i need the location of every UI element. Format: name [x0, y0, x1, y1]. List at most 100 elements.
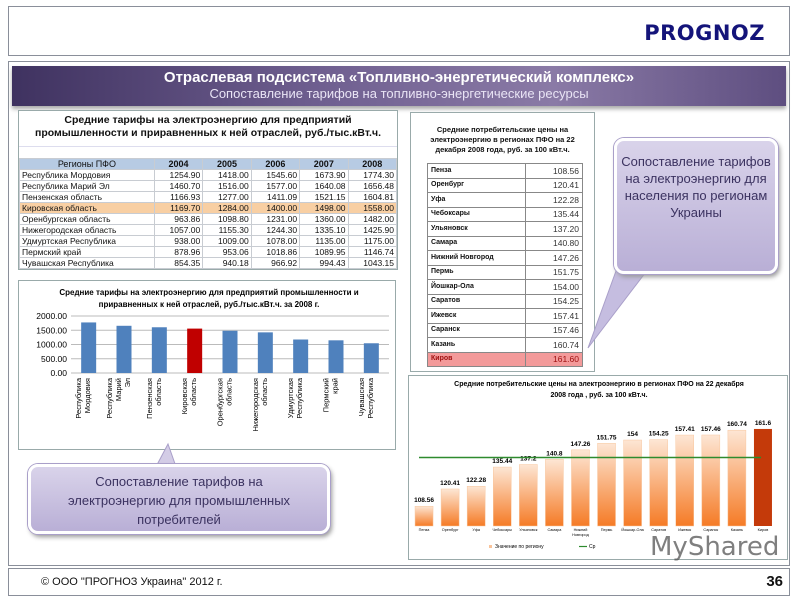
table-cell: 1482.00	[347, 213, 398, 225]
table-row: Киров 161.60	[427, 351, 584, 367]
column-header: 2006	[250, 158, 301, 170]
chart-title: 2008 года , руб. за 100 кВт.ч.	[550, 391, 647, 399]
bar	[545, 459, 564, 527]
table-cell: 1411.09	[250, 191, 301, 203]
table-row: Пермский край 878.96 953.06 1018.86 1089.95 1…	[19, 246, 398, 258]
prognoz-logo: PROGNOZ	[644, 21, 765, 45]
city-cell: Саратов	[427, 293, 526, 309]
x-tick-label: Нижний	[574, 528, 588, 532]
city-cell: Казань	[427, 337, 526, 353]
table-cell: 1057.00	[153, 224, 204, 236]
bar	[151, 327, 167, 373]
data-label: 135.44	[492, 458, 512, 465]
table-row: Чувашская Республика 854.35 940.18 966.92 99…	[19, 257, 398, 269]
x-tick-label: Марий	[114, 378, 123, 401]
table-row: Пензенская область 1166.93 1277.00 1411.09 1…	[19, 191, 398, 203]
table-cell: 1656.48	[347, 180, 398, 192]
bar	[328, 340, 344, 373]
table-cell: 1516.00	[202, 180, 252, 192]
data-label: 120.41	[440, 480, 460, 487]
x-tick-label: Оренбургская	[216, 378, 225, 426]
table-cell: 854.35	[153, 257, 204, 269]
table-cell: 1774.30	[347, 169, 398, 181]
x-tick-label: Йошкар-Ола	[621, 528, 644, 532]
bar	[493, 466, 512, 527]
x-tick-label: Самара	[547, 528, 562, 532]
footer: © ООО "ПРОГНОЗ Украина" 2012 г. 36	[8, 568, 790, 596]
table-row: Самара 140.80	[427, 235, 584, 251]
table-cell: Удмуртская Республика	[19, 235, 155, 247]
x-tick-label: Чувашская	[357, 378, 366, 416]
callout-industrial-consumers: Сопоставление тарифов на электроэнергию …	[28, 464, 330, 534]
table-cell: 1498.00	[299, 202, 349, 214]
city-cell: Ульяновск	[427, 221, 526, 237]
table-cell: 1098.80	[202, 213, 252, 225]
city-cell: Киров	[427, 351, 526, 367]
table-cell: 1155.30	[202, 224, 252, 236]
price-cell: 147.26	[524, 250, 584, 266]
table-cell: 963.86	[153, 213, 204, 225]
x-tick-label: Республика	[295, 377, 304, 418]
table-cell: 1009.00	[202, 235, 252, 247]
price-cell: 154.00	[524, 279, 584, 295]
bar	[466, 485, 486, 527]
x-tick-label: Пенза	[419, 528, 431, 532]
table-row: Ижевск 157.41	[427, 308, 584, 324]
x-tick-label: Ульяновск	[519, 528, 537, 532]
table-row: Нижний Новгород 147.26	[427, 250, 584, 266]
price-cell: 157.46	[524, 322, 584, 338]
table-cell: 1335.10	[299, 224, 349, 236]
x-tick-label: область	[189, 378, 198, 406]
city-cell: Пенза	[427, 163, 526, 179]
data-label: 122.28	[466, 477, 486, 484]
column-header: 2007	[299, 158, 349, 170]
data-label: 140.8	[546, 450, 563, 457]
table-cell: 1577.00	[250, 180, 301, 192]
table-cell: 1418.00	[202, 169, 252, 181]
table2-title: Средние потребительские цены на электроэ…	[430, 125, 575, 154]
bar	[293, 339, 309, 373]
x-tick-label: Нижегородская	[251, 378, 260, 432]
table1-title: Средние тарифы на электроэнергию для пре…	[34, 114, 381, 139]
bar	[440, 488, 460, 527]
y-tick-label: 1000.00	[36, 340, 67, 350]
title-band: Отраслевая подсистема «Топливно-энергети…	[12, 66, 786, 106]
x-tick-label: Республика	[366, 377, 375, 418]
city-cell: Саранск	[427, 322, 526, 338]
table-row: Пермь 151.75	[427, 264, 584, 280]
watermark: MyShared	[650, 532, 780, 562]
table-cell: 953.06	[202, 246, 252, 258]
table-row: Удмуртская Республика 938.00 1009.00 1078.0…	[19, 235, 398, 247]
bar	[519, 464, 538, 527]
slide-title: Отраслевая подсистема «Топливно-энергети…	[163, 69, 635, 86]
data-label: 151.75	[597, 434, 617, 441]
chart-title: Средние потребительские цены на электроэ…	[454, 380, 744, 388]
city-cell: Оренбург	[427, 177, 526, 193]
chart-title: приравненных к ней отраслей, руб./тыс.кВ…	[99, 300, 320, 309]
price-cell: 120.41	[524, 177, 584, 193]
table-cell: 994.43	[299, 257, 349, 269]
city-cell: Чебоксары	[427, 206, 526, 222]
table-cell: 1254.90	[153, 169, 204, 181]
table-cell: 1360.00	[299, 213, 349, 225]
city-cell: Пермь	[427, 264, 526, 280]
table-cell: 1640.08	[299, 180, 349, 192]
callout-left-text: Сопоставление тарифов на электроэнергию …	[67, 474, 291, 527]
city-cell: Уфа	[427, 192, 526, 208]
data-label: 161.6	[755, 420, 772, 427]
table-row: Саратов 154.25	[427, 293, 584, 309]
table-cell: Кировская область	[19, 202, 155, 214]
x-tick-label: Уфа	[472, 528, 481, 532]
x-tick-label: Новгород	[572, 533, 589, 537]
x-tick-label: Мордовия	[83, 378, 92, 413]
bar	[571, 449, 590, 527]
column-header: Регионы ПФО	[19, 158, 155, 170]
x-tick-label: Ижевск	[678, 528, 691, 532]
table-cell: 1460.70	[153, 180, 204, 192]
x-tick-label: Саранск	[703, 528, 718, 532]
price-cell: 122.28	[524, 192, 584, 208]
table-cell: Республика Мордовия	[19, 169, 155, 181]
bar	[363, 343, 379, 373]
table-cell: 1604.81	[347, 191, 398, 203]
column-header: 2005	[202, 158, 252, 170]
